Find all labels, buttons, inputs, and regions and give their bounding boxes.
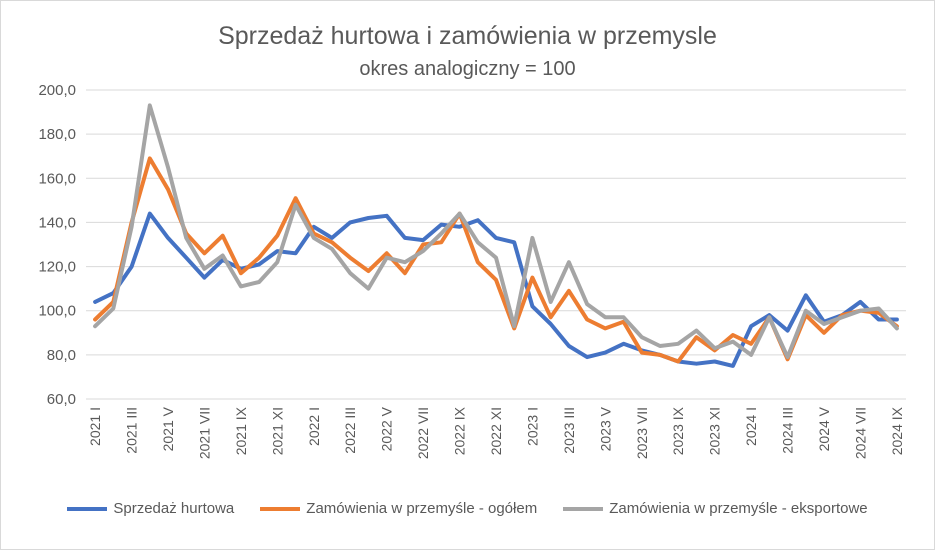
x-tick-label: 2021 VII xyxy=(196,407,212,459)
legend-swatch-orders-total xyxy=(260,506,301,511)
y-tick-label: 140,0 xyxy=(38,214,76,231)
y-tick-label: 160,0 xyxy=(38,170,76,187)
x-tick-label: 2022 V xyxy=(379,406,395,451)
x-tick-label: 2022 III xyxy=(342,407,358,454)
y-tick-label: 60,0 xyxy=(47,391,76,408)
x-tick-label: 2021 XI xyxy=(269,407,285,455)
x-tick-label: 2023 I xyxy=(524,407,540,446)
series-line-0 xyxy=(93,211,899,368)
legend-item-orders-export: Zamówienia w przemyśle - eksportowe xyxy=(563,500,868,517)
x-tick-label: 2024 IX xyxy=(889,406,905,455)
y-tick-label: 80,0 xyxy=(47,347,76,364)
x-tick-label: 2021 V xyxy=(160,406,176,451)
x-tick-label: 2021 IX xyxy=(233,406,249,455)
legend-item-orders-total: Zamówienia w przemyśle - ogółem xyxy=(260,500,537,517)
y-tick-label: 100,0 xyxy=(38,303,76,320)
x-tick-label: 2024 VII xyxy=(852,407,868,459)
line-chart: 60,0 80,0 100,0 120,0 140,0 160,0 180,0 200,0 20… xyxy=(38,82,906,459)
chart-subtitle: okres analogiczny = 100 xyxy=(359,58,576,80)
x-tick-label: 2023 IX xyxy=(670,406,686,455)
x-tick-label: 2023 XI xyxy=(707,407,723,455)
chart-legend: Sprzedaż hurtowa Zamówienia w przemyśle … xyxy=(0,500,935,517)
legend-swatch-wholesale xyxy=(67,506,108,511)
legend-item-wholesale: Sprzedaż hurtowa xyxy=(67,500,234,517)
x-tick-label: 2023 VII xyxy=(634,407,650,459)
x-tick-label: 2022 IX xyxy=(452,406,468,455)
x-tick-label: 2022 XI xyxy=(488,407,504,455)
x-tick-label: 2021 III xyxy=(124,407,140,454)
x-tick-label: 2024 I xyxy=(743,407,759,446)
x-tick-label: 2023 III xyxy=(561,407,577,454)
chart-title: Sprzedaż hurtowa i zamówienia w przemysl… xyxy=(218,22,717,50)
legend-label-orders-total: Zamówienia w przemyśle - ogółem xyxy=(306,500,538,517)
x-tick-label: 2024 III xyxy=(780,407,796,454)
x-tick-label: 2022 VII xyxy=(415,407,431,459)
x-tick-label: 2021 I xyxy=(87,407,103,446)
legend-swatch-orders-export xyxy=(563,506,604,511)
y-tick-label: 180,0 xyxy=(38,126,76,143)
legend-label-orders-export: Zamówienia w przemyśle - eksportowe xyxy=(609,500,868,517)
y-tick-label: 120,0 xyxy=(38,259,76,276)
x-tick-label: 2022 I xyxy=(306,407,322,446)
x-tick-label: 2024 V xyxy=(816,406,832,451)
legend-label-wholesale: Sprzedaż hurtowa xyxy=(113,500,235,517)
x-tick-label: 2023 V xyxy=(597,406,613,451)
y-tick-label: 200,0 xyxy=(38,82,76,99)
